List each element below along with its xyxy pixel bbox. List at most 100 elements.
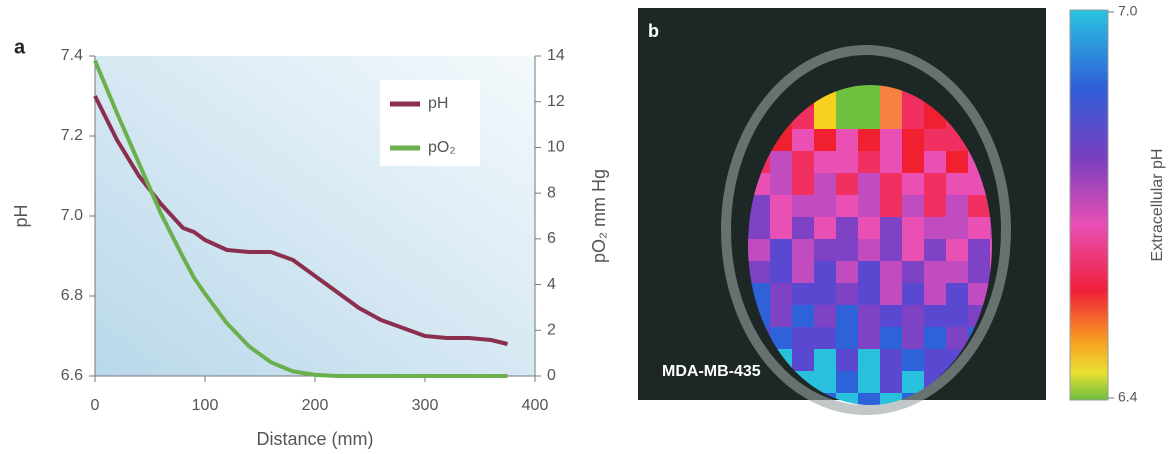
ph-map-cell <box>814 261 836 283</box>
legend <box>380 80 480 166</box>
ph-map-cell <box>814 173 836 195</box>
ph-map-cell <box>902 107 924 129</box>
ph-map-cell <box>924 239 946 261</box>
panel-label: b <box>648 21 659 41</box>
y-tick-label: 6.6 <box>61 367 83 384</box>
ph-map-cell <box>814 349 836 371</box>
ph-map-cell <box>968 239 990 261</box>
image-caption: MDA-MB-435 <box>662 363 761 380</box>
ph-map-cell <box>770 305 792 327</box>
ph-map-cell <box>858 283 880 305</box>
ph-map-cell <box>880 151 902 173</box>
ph-map-cell <box>814 305 836 327</box>
y-tick-label: 7.0 <box>61 207 83 224</box>
ph-map-cell <box>880 283 902 305</box>
ph-map-cell <box>880 85 902 107</box>
ph-map-cell <box>792 327 814 349</box>
colorbar-tick-label: 7.0 <box>1118 3 1138 19</box>
ph-map-cell <box>946 195 968 217</box>
ph-map-cell <box>858 327 880 349</box>
ph-map-cell <box>858 151 880 173</box>
ph-map-cell <box>836 151 858 173</box>
ph-map-cell <box>968 261 990 283</box>
ph-map-cell <box>836 217 858 239</box>
ph-map-cell <box>792 195 814 217</box>
ph-map-cell <box>748 217 770 239</box>
ph-map-cell <box>880 173 902 195</box>
y2-tick-label: 14 <box>547 47 565 64</box>
ph-map-cell <box>770 283 792 305</box>
ph-map-cell <box>748 261 770 283</box>
ph-map-cell <box>902 349 924 371</box>
y2-axis-label: pO₂ mm Hg <box>589 169 609 263</box>
ph-map-cell <box>792 283 814 305</box>
ph-map-cell <box>902 371 924 393</box>
ph-map-cell <box>880 129 902 151</box>
ph-map-cell <box>946 173 968 195</box>
ph-map-cell <box>792 305 814 327</box>
ph-map-cell <box>770 151 792 173</box>
ph-map-cell <box>858 349 880 371</box>
ph-map-cell <box>902 173 924 195</box>
ph-map-cell <box>836 239 858 261</box>
ph-map-cell <box>968 195 990 217</box>
y2-tick-label: 0 <box>547 367 556 384</box>
ph-map-cell <box>748 195 770 217</box>
ph-map-cell <box>902 327 924 349</box>
ph-map-cell <box>836 305 858 327</box>
ph-map-cell <box>946 305 968 327</box>
colorbar-label: Extracellular pH <box>1149 149 1166 262</box>
ph-map-cell <box>814 107 836 129</box>
ph-map-cell <box>902 129 924 151</box>
y-tick-label: 6.8 <box>61 287 83 304</box>
ph-map-cell <box>814 371 836 393</box>
ph-map-cell <box>946 217 968 239</box>
tissue-outline <box>721 45 1011 415</box>
ph-map-cell <box>880 349 902 371</box>
colorbar-tick-label: 6.4 <box>1118 389 1138 405</box>
ph-map-cell <box>836 195 858 217</box>
ph-map-cell <box>836 371 858 393</box>
ph-map-cell <box>858 85 880 107</box>
ph-map-cell <box>880 195 902 217</box>
ph-map-cell <box>836 261 858 283</box>
ph-map-cell <box>924 173 946 195</box>
ph-map-cell <box>924 151 946 173</box>
x-axis-label: Distance (mm) <box>256 429 373 449</box>
ph-map-cell <box>924 195 946 217</box>
ph-map-cell <box>792 217 814 239</box>
ph-map-cell <box>858 371 880 393</box>
ph-map-cell <box>814 327 836 349</box>
ph-map-cell <box>990 217 992 239</box>
ph-map-cell <box>902 217 924 239</box>
ph-map-cell <box>902 261 924 283</box>
ph-map-cell <box>770 327 792 349</box>
x-tick-label: 400 <box>522 397 549 414</box>
ph-map-cell <box>836 283 858 305</box>
ph-map-cell <box>792 349 814 371</box>
ph-map-cell <box>858 129 880 151</box>
ph-map-cell <box>924 283 946 305</box>
ph-map-cell <box>924 217 946 239</box>
ph-map-cell <box>836 173 858 195</box>
ph-map-cell <box>880 261 902 283</box>
ph-map-cell <box>792 173 814 195</box>
ph-map-cell <box>880 239 902 261</box>
ph-map-cell <box>814 129 836 151</box>
ph-map-cell <box>770 173 792 195</box>
ph-map-cell <box>814 217 836 239</box>
ph-map-cell <box>902 195 924 217</box>
ph-map-cell <box>924 327 946 349</box>
ph-map-cell <box>836 107 858 129</box>
y2-tick-label: 4 <box>547 276 556 293</box>
ph-map-cell <box>946 261 968 283</box>
ph-map-cell <box>946 327 968 349</box>
x-tick-label: 100 <box>192 397 219 414</box>
ph-map-cell <box>968 283 990 305</box>
colorbar <box>1069 9 1109 401</box>
ph-map-cell <box>858 239 880 261</box>
ph-map-cell <box>880 217 902 239</box>
ph-map-cell <box>880 107 902 129</box>
ph-map-cell <box>968 217 990 239</box>
